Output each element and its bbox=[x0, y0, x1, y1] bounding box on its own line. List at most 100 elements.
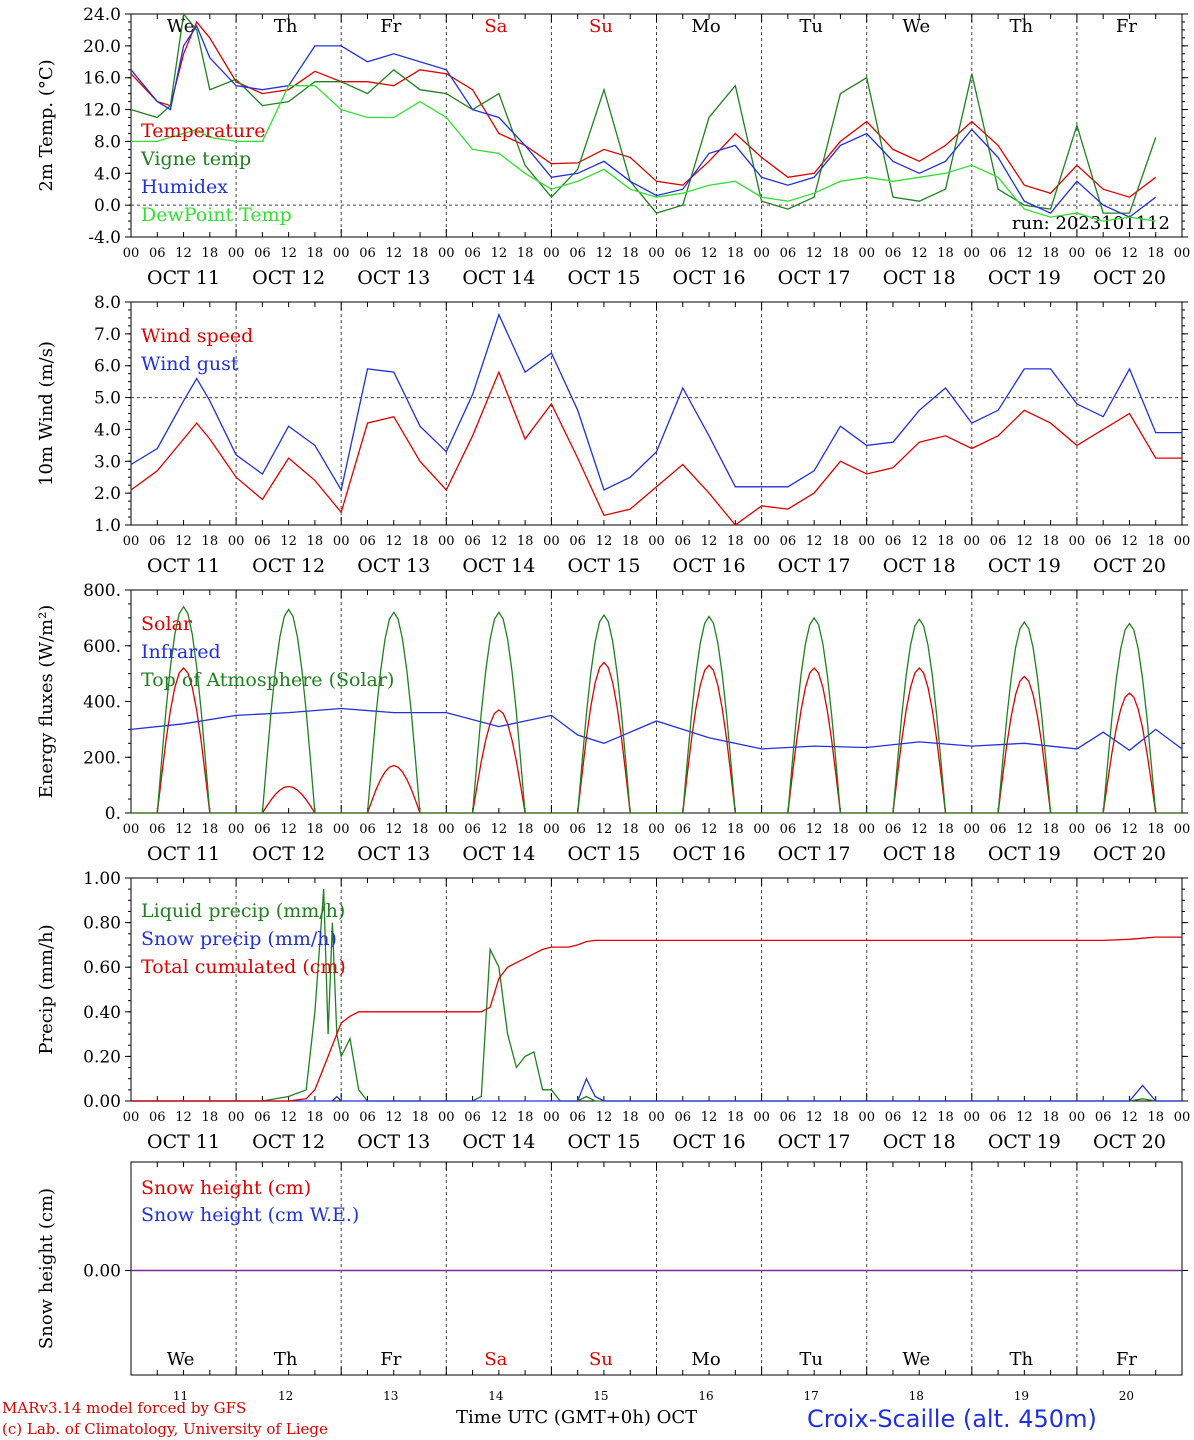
x-hour-label: 18 bbox=[727, 534, 744, 549]
weekday-label: Th bbox=[1010, 1349, 1034, 1370]
weekday-label: Sa bbox=[484, 1349, 507, 1370]
y-tick-label: -4.0 bbox=[88, 228, 121, 248]
x-hour-label: 06 bbox=[149, 534, 166, 549]
y-tick-label: 1.0 bbox=[94, 516, 121, 536]
date-label: OCT 13 bbox=[357, 843, 430, 865]
x-hour-label: 18 bbox=[832, 534, 849, 549]
series-line-total-cumulated-cm- bbox=[131, 936, 1182, 1102]
x-hour-label: 18 bbox=[1147, 246, 1164, 261]
date-label: OCT 16 bbox=[673, 267, 746, 289]
date-label: OCT 14 bbox=[462, 1131, 535, 1153]
date-label: OCT 20 bbox=[1093, 1131, 1166, 1153]
date-label: OCT 19 bbox=[988, 267, 1061, 289]
x-hour-label: 12 bbox=[701, 822, 718, 837]
legend-entry: Snow height (cm W.E.) bbox=[141, 1204, 359, 1226]
x-hour-label: 18 bbox=[622, 246, 639, 261]
date-label: OCT 20 bbox=[1093, 843, 1166, 865]
x-hour-label: 00 bbox=[333, 822, 350, 837]
y-tick-label: 200. bbox=[83, 748, 121, 768]
x-hour-label: 12 bbox=[385, 822, 402, 837]
x-hour-label: 18 bbox=[622, 822, 639, 837]
x-hour-label: 00 bbox=[753, 534, 770, 549]
x-hour-label: 06 bbox=[885, 1110, 902, 1125]
date-label: OCT 14 bbox=[462, 267, 535, 289]
weekday-label: Su bbox=[589, 1349, 613, 1370]
legend-entry: Humidex bbox=[141, 176, 228, 198]
y-tick-label: 600. bbox=[83, 637, 121, 657]
legend-entry: Top of Atmosphere (Solar) bbox=[141, 669, 394, 691]
day-number: 20 bbox=[1119, 1389, 1134, 1403]
x-hour-label: 06 bbox=[1095, 822, 1112, 837]
day-number: 14 bbox=[488, 1389, 504, 1403]
day-number: 13 bbox=[383, 1389, 398, 1403]
x-hour-label: 12 bbox=[1121, 534, 1138, 549]
weekday-label: Fr bbox=[1116, 16, 1137, 37]
x-hour-label: 00 bbox=[858, 1110, 875, 1125]
x-hour-label: 06 bbox=[990, 822, 1007, 837]
weekday-label: Fr bbox=[380, 1349, 401, 1370]
x-hour-label: 06 bbox=[254, 1110, 271, 1125]
x-hour-label: 12 bbox=[596, 534, 613, 549]
x-hour-label: 06 bbox=[149, 1110, 166, 1125]
y-tick-label: 16.0 bbox=[83, 69, 121, 89]
x-hour-label: 18 bbox=[1147, 534, 1164, 549]
date-label: OCT 20 bbox=[1093, 555, 1166, 577]
x-hour-label: 18 bbox=[412, 1110, 429, 1125]
x-hour-label: 18 bbox=[832, 1110, 849, 1125]
x-hour-label: 06 bbox=[254, 822, 271, 837]
y-tick-label: 24.0 bbox=[83, 5, 121, 25]
x-hour-label: 18 bbox=[307, 822, 324, 837]
weekday-label: Sa bbox=[484, 16, 507, 37]
legend-entry: Wind gust bbox=[141, 353, 239, 375]
plot-frame bbox=[130, 589, 1183, 814]
y-tick-label: 0. bbox=[105, 804, 121, 824]
x-hour-label: 06 bbox=[464, 822, 481, 837]
x-hour-label: 06 bbox=[1095, 1110, 1112, 1125]
x-hour-label: 18 bbox=[517, 246, 534, 261]
x-hour-label: 12 bbox=[491, 246, 508, 261]
x-hour-label: 12 bbox=[1016, 1110, 1033, 1125]
x-hour-label: 00 bbox=[438, 246, 455, 261]
panel-2: 1.0 2.0 3.0 4.0 5.0 6.0 7.0 8.0 10m Wind (m/s) 00… bbox=[36, 293, 1190, 577]
y-axis-label: Energy fluxes (W/m²) bbox=[36, 605, 57, 799]
date-label: OCT 19 bbox=[988, 555, 1061, 577]
x-hour-label: 00 bbox=[228, 822, 245, 837]
x-hour-label: 12 bbox=[175, 246, 192, 261]
weekday-label: Tu bbox=[799, 16, 823, 37]
x-hour-label: 12 bbox=[1121, 1110, 1138, 1125]
x-hour-label: 06 bbox=[359, 1110, 376, 1125]
x-hour-label: 06 bbox=[254, 246, 271, 261]
x-hour-label: 06 bbox=[990, 246, 1007, 261]
x-hour-label: 00 bbox=[438, 1110, 455, 1125]
x-hour-label: 06 bbox=[1095, 246, 1112, 261]
x-hour-label: 18 bbox=[307, 246, 324, 261]
x-hour-label: 00 bbox=[858, 246, 875, 261]
date-label: OCT 14 bbox=[462, 555, 535, 577]
x-hour-label: 18 bbox=[307, 534, 324, 549]
weekday-label: We bbox=[902, 16, 930, 37]
x-hour-label: 06 bbox=[569, 534, 586, 549]
date-label: OCT 15 bbox=[567, 1131, 640, 1153]
y-tick-label: 8.0 bbox=[94, 293, 121, 313]
series-line-dewpoint-temp bbox=[131, 85, 1156, 222]
y-tick-label: 12.0 bbox=[83, 101, 121, 121]
x-hour-label: 18 bbox=[937, 1110, 954, 1125]
date-label: OCT 11 bbox=[147, 555, 220, 577]
x-hour-label: 18 bbox=[1042, 246, 1059, 261]
date-label: OCT 16 bbox=[673, 1131, 746, 1153]
legend-entry: Solar bbox=[141, 613, 193, 635]
day-number: 12 bbox=[278, 1389, 293, 1403]
series-line-humidex bbox=[130, 24, 1157, 218]
x-hour-label: 18 bbox=[412, 246, 429, 261]
x-hour-label: 06 bbox=[675, 1110, 692, 1125]
date-label: OCT 15 bbox=[567, 267, 640, 289]
series-line-top-of-atmosphere-solar- bbox=[131, 605, 1182, 814]
y-tick-label: 4.0 bbox=[94, 420, 121, 440]
x-hour-label: 18 bbox=[202, 534, 219, 549]
date-label: OCT 15 bbox=[567, 555, 640, 577]
x-hour-label: 12 bbox=[1121, 246, 1138, 261]
x-hour-label: 00 bbox=[964, 534, 981, 549]
x-hour-label: 12 bbox=[280, 1110, 297, 1125]
x-hour-label: 00 bbox=[228, 1110, 245, 1125]
x-hour-label: 18 bbox=[1042, 822, 1059, 837]
